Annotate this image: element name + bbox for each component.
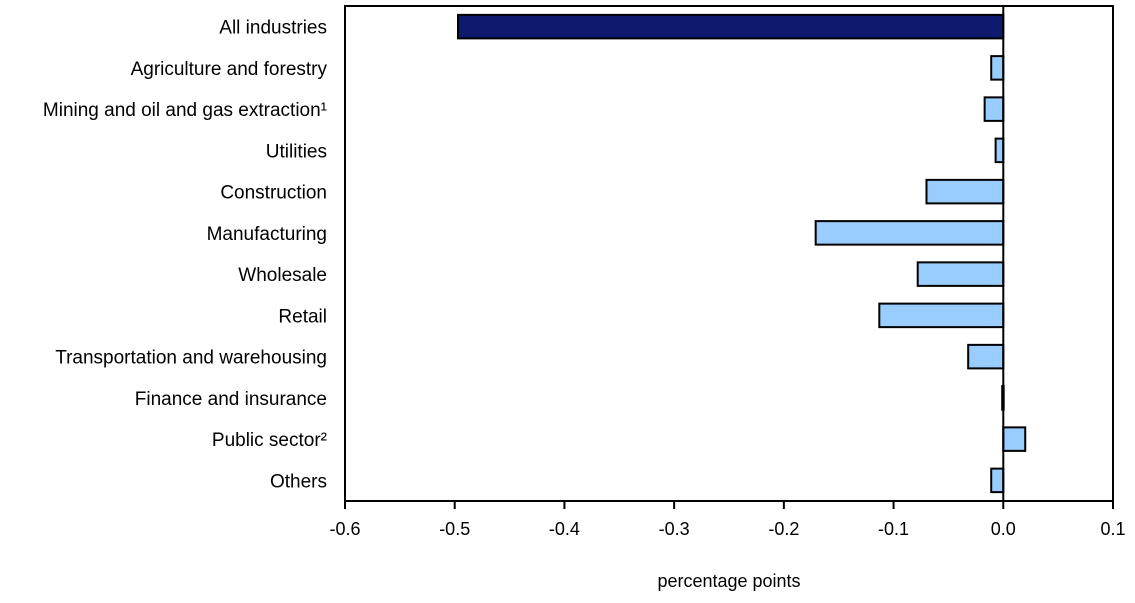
- bars-layer: [457, 13, 1027, 494]
- category-label: Agriculture and forestry: [131, 59, 328, 80]
- bar-11: [1002, 426, 1027, 452]
- bar-2: [990, 55, 1005, 81]
- category-label: All industries: [219, 18, 327, 39]
- category-label: Transportation and warehousing: [55, 348, 327, 369]
- bar-5: [925, 178, 1005, 205]
- category-label: Manufacturing: [207, 224, 327, 245]
- bar-12: [990, 467, 1005, 494]
- category-label: Others: [270, 471, 327, 492]
- category-label: Retail: [278, 306, 327, 327]
- category-label: Construction: [220, 183, 327, 204]
- x-axis-ticks: -0.6 -0.5 -0.4 -0.3 -0.2 -0.1 0.0 0.1: [329, 501, 1126, 539]
- category-labels: All industries Agriculture and forestry Mi…: [43, 18, 328, 493]
- bar-1: [457, 13, 1005, 40]
- bar-6: [814, 220, 1005, 246]
- x-tick-label: -0.3: [659, 519, 690, 539]
- bar-4: [994, 137, 1005, 164]
- x-tick-label: -0.5: [439, 519, 470, 539]
- x-tick-label: -0.6: [329, 519, 360, 539]
- x-tick-label: -0.4: [549, 519, 580, 539]
- x-tick-label: -0.1: [878, 519, 909, 539]
- bar-9: [967, 343, 1005, 370]
- plot-frame: [344, 5, 1114, 502]
- x-tick-label: -0.2: [768, 519, 799, 539]
- x-tick-label: 0.1: [1100, 519, 1125, 539]
- category-label: Finance and insurance: [135, 389, 327, 410]
- category-label: Wholesale: [238, 265, 327, 286]
- bar-8: [878, 302, 1005, 329]
- bar-7: [916, 261, 1005, 287]
- x-axis-title: percentage points: [657, 571, 800, 591]
- category-label: Public sector²: [212, 430, 327, 451]
- x-tick-label: 0.0: [991, 519, 1016, 539]
- category-label: Utilities: [266, 141, 327, 162]
- category-label: Mining and oil and gas extraction¹: [43, 100, 327, 121]
- bar-3: [983, 96, 1005, 122]
